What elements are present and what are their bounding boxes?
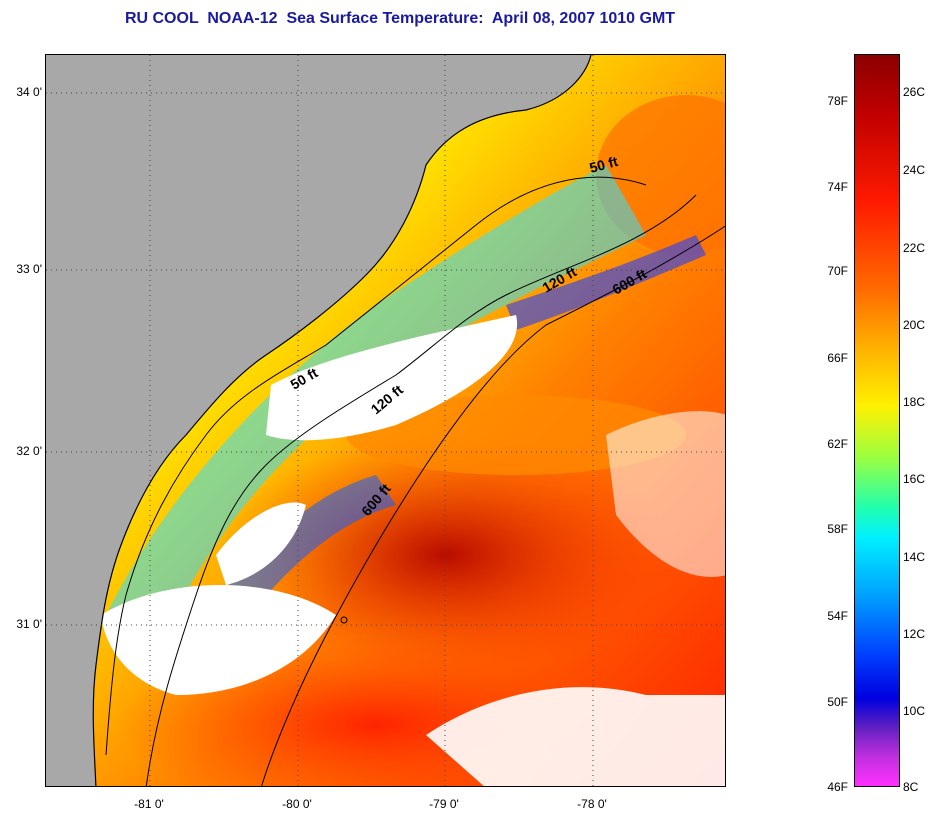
colorbar-c-10: 10C (903, 704, 926, 718)
lon-label-78: -78 0' (577, 797, 607, 811)
cloud-mass-northwest (216, 502, 306, 585)
colorbar-f-54: 54F (827, 609, 848, 623)
colorbar-c-22: 22C (903, 241, 926, 255)
sst-map-canvas: 50 ft 120 ft 600 ft 50 ft 120 ft 600 ft (46, 55, 725, 786)
colorbar-c-18: 18C (903, 395, 926, 409)
colorbar-c-26: 26C (903, 85, 926, 99)
warm-filament (346, 395, 686, 475)
lat-label-31: 31 0' (16, 617, 42, 631)
page-title: RU COOL NOAA-12 Sea Surface Temperature:… (124, 10, 676, 27)
isobath-50ft (105, 176, 647, 756)
cold-blue-band-north (506, 235, 706, 330)
buoy-marker (340, 616, 348, 624)
colorbar-f-74: 74F (827, 180, 848, 194)
colorbar-c-16: 16C (903, 472, 926, 486)
lon-label-80: -80 0' (282, 797, 312, 811)
land-mass (46, 55, 591, 786)
colorbar-f-62: 62F (827, 437, 848, 451)
colorbar-f-70: 70F (827, 264, 848, 278)
colorbar-c-14: 14C (903, 550, 926, 564)
sst-map[interactable]: 50 ft 120 ft 600 ft 50 ft 120 ft 600 ft (45, 54, 726, 787)
isobath-120ft (145, 194, 697, 786)
colorbar-c-24: 24C (903, 163, 926, 177)
lat-label-33: 33 0' (16, 262, 42, 276)
colorbar-f-78: 78F (827, 94, 848, 108)
isobath-label-50ft-north: 50 ft (588, 153, 620, 176)
lat-label-32: 32 0' (16, 444, 42, 458)
lon-label-79: -79 0' (429, 797, 459, 811)
colorbar-f-66: 66F (827, 351, 848, 365)
coastline (92, 55, 592, 786)
cloud-mass-southeast (426, 687, 725, 786)
lon-label-81: -81 0' (134, 797, 164, 811)
graticule (46, 55, 725, 786)
cloud-mass-east (606, 411, 725, 577)
coastal-cool-band (106, 165, 646, 655)
colorbar-c-12: 12C (903, 627, 926, 641)
colorbar-c-8: 8C (903, 780, 919, 794)
colorbar-f-46: 46F (827, 780, 848, 794)
colorbar-f-58: 58F (827, 522, 848, 536)
colorbar-f-50: 50F (827, 695, 848, 709)
isobath-600ft (261, 225, 725, 786)
cloud-mass-south (101, 585, 336, 695)
temperature-colorbar (854, 54, 900, 787)
colorbar-c-20: 20C (903, 318, 926, 332)
lat-label-34: 34 0' (16, 85, 42, 99)
